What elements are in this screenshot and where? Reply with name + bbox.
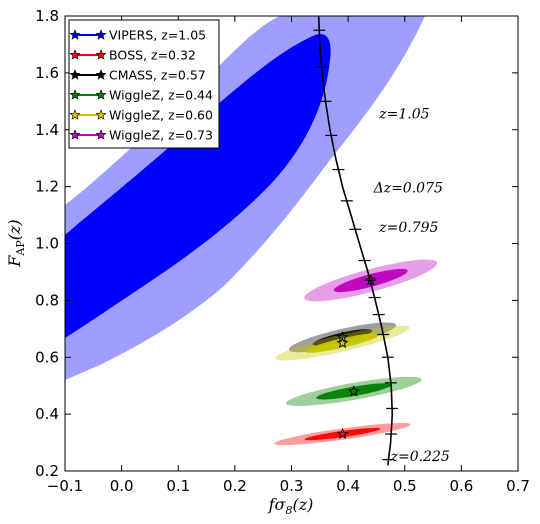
legend-box (68, 19, 220, 149)
best-fit-star (336, 427, 349, 440)
x-tick-label: 0.2 (223, 477, 247, 495)
legend-marker (69, 129, 81, 140)
curve-annotation: z=0.795 (378, 220, 438, 236)
y-tick-label: 0.2 (35, 462, 59, 480)
x-tick-label: 0.0 (110, 477, 134, 495)
legend-label: CMASS, z=0.57 (109, 68, 206, 83)
legend-label: WiggleZ, z=0.60 (109, 108, 213, 123)
legend-marker (69, 89, 81, 100)
axis-ticks: −0.1 0.0 0.1 0.2 0.3 0.4 0.5 0.6 0.7 0.2 0.4 0.6 0.8… (35, 7, 530, 495)
legend-label: VIPERS, z=1.05 (109, 28, 206, 43)
best-fit-star (347, 385, 360, 397)
best-fit-star (336, 336, 349, 349)
x-tick-label: 0.5 (393, 477, 417, 495)
y-tick-label: 1.4 (35, 121, 59, 139)
model-curve (317, 15, 394, 466)
legend-marker (95, 29, 107, 40)
legend-marker (95, 89, 107, 100)
legend-marker (95, 129, 107, 140)
x-tick-label: 0.6 (449, 477, 473, 495)
legend-label: WiggleZ, z=0.73 (109, 128, 213, 143)
legend-marker (95, 49, 107, 60)
legend: VIPERS, z=1.05 BOSS, z=0.32 CMASS, z=0.57 W… (68, 19, 220, 149)
legend-label: WiggleZ, z=0.44 (109, 88, 213, 103)
vipers-inner-contour (65, 34, 331, 339)
legend-marker (69, 29, 81, 40)
y-tick-label: 1.6 (35, 64, 59, 82)
contours-layer (65, 16, 438, 446)
x-tick-label: 0.1 (166, 477, 190, 495)
curve-annotation: z=1.05 (378, 106, 429, 122)
model-curve-group: z=1.05 Δz=0.075 z=0.795 z=0.225 (313, 15, 450, 466)
x-tick-label: 0.7 (506, 477, 530, 495)
inner-contour (304, 427, 381, 441)
curve-annotation: Δz=0.075 (373, 180, 443, 196)
y-tick-label: 1.0 (35, 235, 59, 253)
inner-contour (316, 383, 392, 400)
x-axis-label: fσ8(z) (268, 495, 314, 517)
y-tick-label: 1.2 (35, 178, 59, 196)
best-fit-star (336, 331, 349, 343)
y-axis-label: FAP(z) (5, 219, 27, 267)
legend-marker (69, 49, 81, 60)
legend-marker (95, 69, 107, 80)
y-tick-label: 1.8 (35, 7, 59, 25)
legend-marker (69, 69, 81, 80)
y-tick-label: 0.8 (35, 291, 59, 309)
y-tick-label: 0.4 (35, 405, 59, 423)
inner-contour (305, 333, 380, 353)
y-tick-label: 0.6 (35, 348, 59, 366)
legend-marker (69, 109, 81, 120)
x-tick-label: −0.1 (47, 477, 83, 495)
legend-label: BOSS, z=0.32 (109, 48, 196, 63)
x-tick-label: 0.4 (336, 477, 360, 495)
legend-marker (95, 109, 107, 120)
curve-annotation: z=0.225 (390, 449, 450, 465)
x-tick-label: 0.3 (280, 477, 304, 495)
